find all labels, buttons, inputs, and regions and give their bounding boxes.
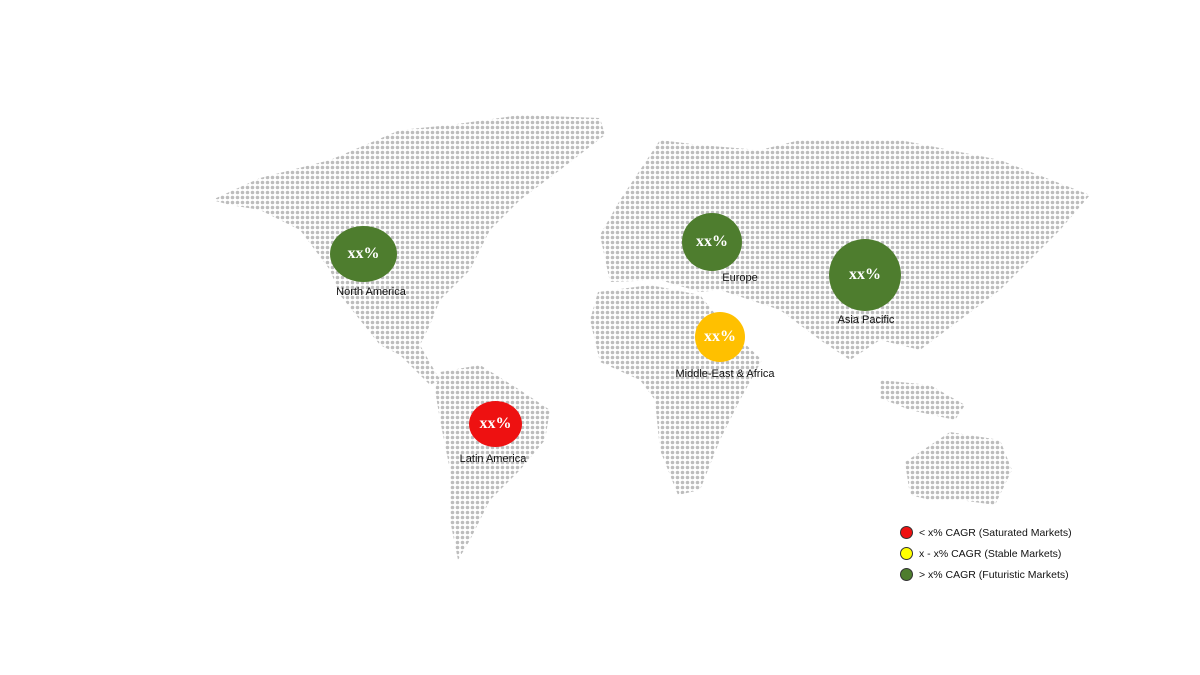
latin-america-bubble: xx% [469, 401, 522, 447]
latin-america-label: Latin America [459, 453, 527, 465]
legend-item-saturated: < x% CAGR (Saturated Markets) [900, 522, 1072, 543]
southeast-asia-islands [880, 380, 965, 420]
north-america-label: North America [336, 286, 406, 298]
north-america-bubble: xx% [330, 226, 397, 282]
middle-east-africa-label: Middle-East & Africa [675, 368, 775, 380]
legend-item-futuristic: > x% CAGR (Futuristic Markets) [900, 564, 1072, 585]
yellow-dot-icon [900, 547, 913, 560]
red-dot-icon [900, 526, 913, 539]
green-dot-icon [900, 568, 913, 581]
asia-pacific-bubble: xx% [829, 239, 901, 311]
legend-label: x - x% CAGR (Stable Markets) [919, 547, 1062, 560]
legend-label: < x% CAGR (Saturated Markets) [919, 526, 1072, 539]
legend-label: > x% CAGR (Futuristic Markets) [919, 568, 1069, 581]
legend-item-stable: x - x% CAGR (Stable Markets) [900, 543, 1072, 564]
south-america-landmass [435, 365, 550, 560]
middle-east-africa-bubble: xx% [695, 312, 745, 362]
legend: < x% CAGR (Saturated Markets) x - x% CAG… [900, 522, 1072, 585]
africa-landmass [590, 285, 762, 495]
north-america-landmass [212, 115, 605, 385]
europe-bubble: xx% [682, 213, 742, 271]
asia-pacific-label: Asia Pacific [837, 314, 895, 326]
europe-label: Europe [722, 272, 758, 284]
australia-landmass [905, 432, 1012, 505]
